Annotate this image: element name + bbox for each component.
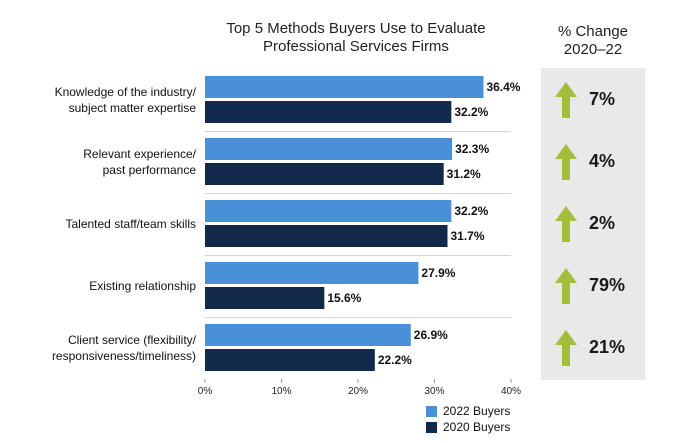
legend-label-2020: 2020 Buyers — [443, 420, 511, 434]
change-row: 7% — [541, 80, 645, 120]
bar — [205, 349, 375, 371]
data-label: 31.2% — [447, 167, 481, 181]
bar — [205, 225, 448, 247]
up-arrow-icon — [555, 267, 577, 304]
change-value: 21% — [589, 337, 626, 357]
change-column-header: % Change 2020–22 — [541, 23, 645, 59]
category-label: Relevant experience/past performance — [0, 146, 196, 178]
legend: 2022 Buyers 2020 Buyers — [426, 403, 510, 435]
category-label: Client service (flexibility/responsivene… — [0, 332, 196, 364]
x-tick-label: 0% — [198, 386, 213, 397]
bar — [205, 76, 484, 98]
x-tick-label: 20% — [348, 386, 368, 397]
data-label: 32.3% — [455, 142, 489, 156]
legend-swatch-2022 — [426, 405, 437, 417]
chart-title-line-2: Professional Services Firms — [263, 38, 449, 55]
category-label-line: past performance — [102, 162, 196, 177]
data-label: 26.9% — [414, 328, 448, 342]
up-arrow-icon — [555, 205, 577, 242]
data-label: 31.7% — [451, 229, 485, 243]
bar — [205, 262, 419, 284]
category-label: Existing relationship — [0, 278, 196, 294]
up-arrow-icon — [555, 329, 577, 366]
change-value: 4% — [589, 151, 616, 171]
change-header-line-2: 2020–22 — [563, 41, 623, 58]
change-value: 79% — [589, 275, 626, 295]
legend-swatch-2020 — [426, 421, 437, 433]
x-tick-label: 30% — [424, 386, 444, 397]
data-label: 27.9% — [421, 266, 455, 280]
chart-title: Top 5 Methods Buyers Use to Evaluate Pro… — [205, 20, 507, 56]
change-row: 2% — [541, 204, 645, 244]
category-label-line: responsiveness/timeliness) — [51, 348, 196, 363]
data-label: 32.2% — [454, 204, 488, 218]
bar — [205, 138, 453, 160]
change-row: 79% — [541, 266, 645, 306]
change-value: 7% — [589, 89, 616, 109]
bar — [205, 101, 452, 123]
legend-label-2022: 2022 Buyers — [443, 404, 511, 418]
category-label-line: Talented staff/team skills — [65, 216, 196, 231]
up-arrow-icon — [555, 143, 577, 180]
legend-item-2022: 2022 Buyers — [426, 403, 510, 419]
bar — [205, 200, 452, 222]
category-label: Talented staff/team skills — [0, 216, 196, 232]
category-label-line: Existing relationship — [89, 278, 196, 293]
data-label: 36.4% — [486, 80, 520, 94]
legend-item-2020: 2020 Buyers — [426, 419, 510, 435]
change-row: 21% — [541, 328, 645, 368]
category-label-line: subject matter expertise — [68, 100, 196, 115]
category-label-line: Knowledge of the industry/ — [54, 84, 196, 99]
chart-title-line-1: Top 5 Methods Buyers Use to Evaluate — [226, 20, 486, 37]
bar — [205, 324, 411, 346]
data-label: 22.2% — [378, 353, 412, 367]
category-label-line: Client service (flexibility/ — [67, 332, 196, 347]
bar — [205, 163, 444, 185]
x-tick-label: 40% — [501, 386, 521, 397]
data-label: 15.6% — [327, 291, 361, 305]
x-tick-label: 10% — [271, 386, 291, 397]
change-panel: 7% 4% 2% 79% 21% — [541, 68, 645, 380]
change-value: 2% — [589, 213, 616, 233]
category-label: Knowledge of the industry/subject matter… — [0, 84, 196, 116]
bar — [205, 287, 325, 309]
category-label-line: Relevant experience/ — [83, 146, 196, 161]
up-arrow-icon — [555, 81, 577, 118]
data-label: 32.2% — [454, 105, 488, 119]
change-row: 4% — [541, 142, 645, 182]
change-header-line-1: % Change — [557, 23, 629, 40]
